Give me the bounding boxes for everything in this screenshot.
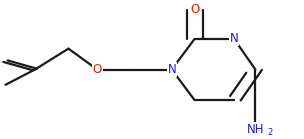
Text: N: N xyxy=(168,63,176,76)
Text: N: N xyxy=(230,32,238,45)
Text: 2: 2 xyxy=(267,128,273,137)
Text: O: O xyxy=(190,3,199,16)
Text: NH: NH xyxy=(247,123,264,136)
Text: O: O xyxy=(93,63,102,76)
